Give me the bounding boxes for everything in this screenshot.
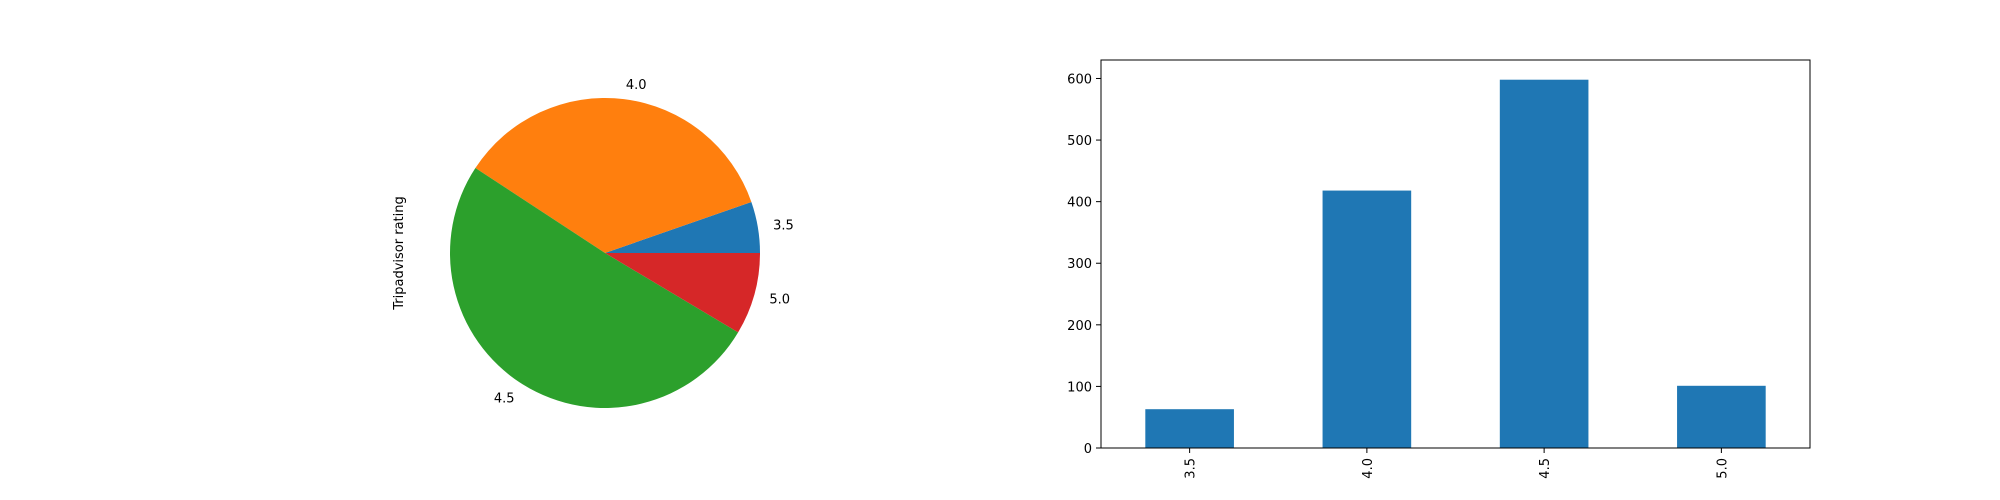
- y-tick-label-400: 400: [1067, 196, 1092, 211]
- y-tick-label-500: 500: [1067, 134, 1092, 149]
- y-tick-label-0: 0: [1084, 442, 1092, 457]
- x-tick-label-3.5: 3.5: [1184, 458, 1199, 479]
- pie-label-3.5: 3.5: [773, 219, 794, 234]
- y-tick-label-200: 200: [1067, 319, 1092, 334]
- pie-slice-4.0: [475, 98, 752, 253]
- bar-3.5: [1145, 409, 1234, 448]
- pie-slice-3.5: [605, 201, 760, 253]
- bar-axes-frame: [1100, 59, 1811, 449]
- pie-label-4.0: 4.0: [626, 78, 647, 93]
- pie-slice-4.5: [450, 168, 739, 408]
- bar-4.0: [1322, 190, 1412, 449]
- x-tick-label-4.0: 4.0: [1361, 458, 1376, 479]
- x-tick-label-5.0: 5.0: [1715, 458, 1730, 479]
- pie-label-4.5: 4.5: [494, 392, 515, 407]
- bar-4.5: [1499, 79, 1589, 448]
- pie-slice-5.0: [605, 253, 760, 333]
- y-tick-label-600: 600: [1067, 72, 1092, 87]
- pie-ylabel: Tripadvisor rating: [392, 196, 407, 310]
- x-tick-label-4.5: 4.5: [1538, 458, 1553, 479]
- bar-5.0: [1677, 385, 1766, 448]
- y-tick-label-100: 100: [1067, 380, 1092, 395]
- y-tick-label-300: 300: [1067, 257, 1092, 272]
- pie-label-5.0: 5.0: [769, 292, 790, 307]
- pie-chart: 3.5 4.0 4.5 5.0 Tripadvisor rating: [392, 78, 794, 408]
